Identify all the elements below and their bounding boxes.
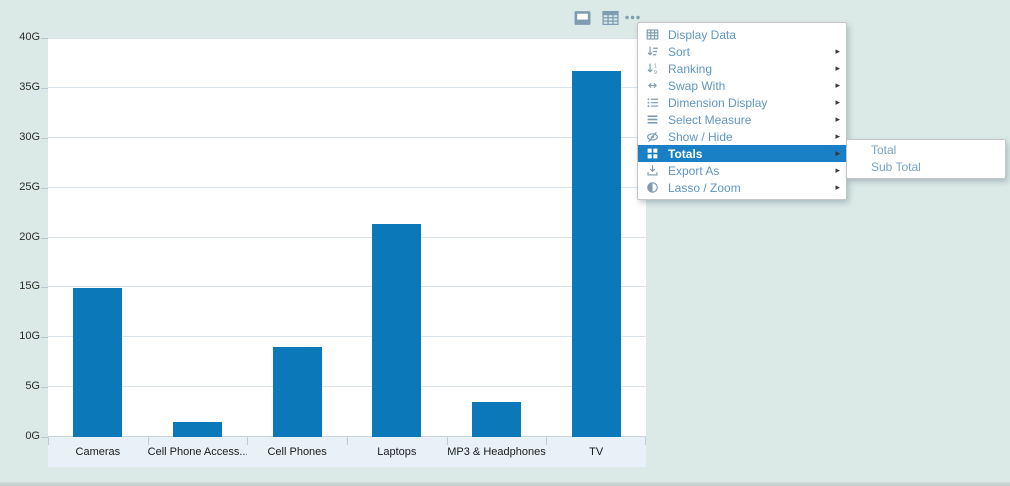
- half-circle-icon: [646, 181, 660, 195]
- submenu-arrow-icon: ▸: [835, 165, 840, 175]
- y-axis-label: 40G: [19, 31, 40, 43]
- y-axis-label: 30G: [19, 130, 40, 143]
- menu-item-label: Sort: [668, 44, 691, 59]
- grid-line: [48, 336, 646, 338]
- grid-squares-icon: [646, 147, 660, 161]
- menu-item-dimension-display[interactable]: Dimension Display ▸: [638, 94, 846, 111]
- menu-item-export-as[interactable]: Export As ▸: [638, 162, 846, 179]
- menu-item-label: Export As: [668, 163, 720, 178]
- menu-item-label: Ranking: [668, 61, 713, 76]
- bar-tv[interactable]: [571, 70, 621, 437]
- y-tick: [41, 287, 48, 289]
- x-tick: [645, 437, 646, 445]
- grid-line: [48, 38, 646, 39]
- menu-item-select-measure[interactable]: Select Measure ▸: [638, 111, 846, 128]
- menu-item-sort[interactable]: Sort ▸: [638, 43, 846, 60]
- swap-icon: [646, 79, 660, 93]
- lines-icon: [646, 113, 660, 127]
- x-axis-label-strip: Cameras Cell Phone Access... Cell Phones La…: [48, 437, 646, 467]
- more-icon[interactable]: [624, 9, 642, 27]
- y-axis-label: 25G: [19, 180, 40, 193]
- x-tick: [147, 437, 149, 445]
- menu-item-totals[interactable]: Totals ▸: [638, 145, 846, 162]
- y-tick: [41, 187, 48, 189]
- chart-plot-area: [48, 38, 646, 437]
- x-axis-label-cameras: Cameras: [75, 446, 121, 458]
- submenu-arrow-icon: ▸: [835, 148, 840, 158]
- list-icon: [646, 96, 660, 110]
- x-tick: [48, 437, 49, 445]
- table-icon[interactable]: [602, 10, 620, 28]
- y-tick: [41, 137, 48, 139]
- menu-item-label: Show / Hide: [668, 129, 733, 144]
- submenu-arrow-icon: ▸: [835, 182, 840, 192]
- y-axis-label: 0G: [25, 430, 40, 442]
- y-axis-label: 15G: [19, 280, 40, 293]
- submenu-item-sub-total[interactable]: Sub Total: [871, 160, 921, 174]
- grid-line: [48, 386, 646, 388]
- grid-line: [48, 286, 646, 288]
- totals-submenu: Total Sub Total: [846, 139, 1006, 179]
- sort-icon: [646, 45, 660, 59]
- table-grid-icon: [646, 28, 660, 42]
- submenu-arrow-icon: ▸: [835, 46, 840, 56]
- y-tick: [41, 38, 48, 39]
- eye-icon: [646, 130, 660, 144]
- y-axis-label: 20G: [19, 230, 40, 243]
- menu-item-display-data[interactable]: Display Data: [638, 26, 846, 43]
- y-tick: [41, 387, 48, 389]
- grid-line: [48, 186, 646, 188]
- y-tick: [41, 237, 48, 239]
- y-axis-label: 5G: [25, 380, 40, 393]
- y-tick: [41, 87, 48, 89]
- x-tick: [546, 437, 548, 445]
- grid-line: [48, 236, 646, 238]
- bar-cell-phone-access[interactable]: [173, 422, 222, 437]
- bottom-edge: [0, 482, 1010, 486]
- grid-line: [48, 86, 646, 88]
- x-axis-label-cell-phones: Cell Phones: [267, 446, 327, 458]
- x-tick: [247, 437, 249, 445]
- submenu-arrow-icon: ▸: [835, 97, 840, 107]
- menu-item-label: Dimension Display: [668, 95, 768, 110]
- grid-line: [48, 136, 646, 138]
- panel-icon[interactable]: [574, 10, 592, 28]
- submenu-arrow-icon: ▸: [835, 114, 840, 124]
- bar-laptops[interactable]: [372, 223, 422, 437]
- y-tick: [41, 337, 48, 339]
- menu-item-label: Select Measure: [668, 112, 752, 127]
- bar-mp3-headphones[interactable]: [472, 402, 521, 437]
- x-axis-label-tv: TV: [589, 446, 604, 458]
- menu-item-label: Lasso / Zoom: [668, 180, 741, 195]
- x-tick: [347, 437, 348, 445]
- y-axis-label: 10G: [19, 330, 40, 343]
- svg-text:1: 1: [654, 63, 657, 69]
- context-menu: Display Data Sort ▸ 1 9 Ranking ▸ Swap With ▸ Dim…: [637, 22, 847, 200]
- submenu-arrow-icon: ▸: [835, 80, 840, 90]
- menu-item-label: Totals: [668, 146, 703, 161]
- menu-item-label: Swap With: [668, 78, 726, 93]
- bar-cell-phones[interactable]: [272, 347, 322, 437]
- bar-cameras[interactable]: [73, 288, 123, 437]
- submenu-item-total[interactable]: Total: [871, 143, 897, 157]
- x-axis-line: [48, 436, 646, 437]
- svg-text:9: 9: [654, 70, 657, 75]
- x-axis-label-laptops: Laptops: [377, 446, 417, 458]
- submenu-arrow-icon: ▸: [835, 131, 840, 141]
- menu-item-label: Display Data: [668, 27, 737, 42]
- x-axis-label-cell-phone-access: Cell Phone Access...: [147, 446, 248, 458]
- x-axis-label-mp3-headphones: MP3 & Headphones: [447, 446, 546, 458]
- y-axis-label: 35G: [19, 80, 40, 93]
- y-tick: [41, 437, 48, 438]
- menu-item-show-hide[interactable]: Show / Hide ▸: [638, 128, 846, 145]
- submenu-arrow-icon: ▸: [835, 63, 840, 73]
- menu-item-ranking[interactable]: 1 9 Ranking ▸: [638, 60, 846, 77]
- menu-item-lasso-zoom[interactable]: Lasso / Zoom ▸: [638, 179, 846, 196]
- download-icon: [646, 164, 660, 178]
- x-tick: [446, 437, 448, 445]
- menu-item-swap-with[interactable]: Swap With ▸: [638, 77, 846, 94]
